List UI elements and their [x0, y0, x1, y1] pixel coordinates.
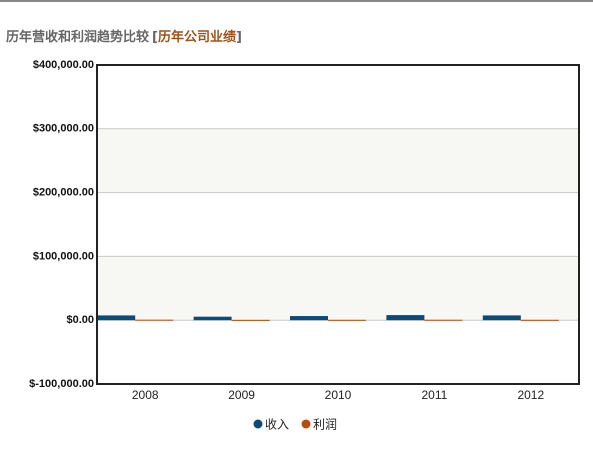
x-tick-label: 2009 — [228, 388, 255, 402]
bar — [386, 315, 425, 321]
chart-title: 历年营收和利润趋势比较 [历年公司业绩] — [6, 29, 242, 45]
bar — [520, 319, 559, 321]
legend-label[interactable]: 利润 — [313, 418, 337, 432]
plot-border — [96, 64, 580, 385]
legend-marker — [253, 419, 263, 429]
legend-marker — [301, 419, 311, 429]
title-bracket: ] — [236, 30, 242, 45]
y-tick-label: $-100,000.00 — [29, 378, 94, 390]
bar — [424, 319, 463, 321]
x-tick-label: 2012 — [517, 388, 544, 402]
bar — [290, 316, 328, 321]
y-tick-label: $400,000.00 — [33, 59, 94, 71]
x-tick-label: 2008 — [132, 388, 159, 402]
y-tick-label: $100,000.00 — [33, 250, 94, 262]
bar — [482, 315, 521, 321]
legend-label[interactable]: 收入 — [265, 418, 289, 432]
y-tick-label: $200,000.00 — [33, 187, 94, 199]
bar — [97, 315, 136, 321]
grid-band — [97, 256, 579, 321]
y-tick-label: $300,000.00 — [33, 123, 94, 135]
x-tick-label: 2011 — [421, 388, 447, 402]
y-tick-label: $0.00 — [66, 314, 94, 326]
grid-band — [97, 128, 579, 193]
title-main: 历年营收和利润趋势比较 — [6, 29, 149, 45]
bar — [328, 319, 366, 321]
title-link[interactable]: 历年公司业绩 — [158, 29, 236, 45]
bar — [231, 319, 270, 321]
plot-area — [97, 65, 579, 384]
title-bracket: [ — [152, 30, 158, 45]
x-tick-label: 2010 — [325, 388, 352, 402]
bar — [193, 316, 232, 321]
bar — [135, 319, 174, 321]
